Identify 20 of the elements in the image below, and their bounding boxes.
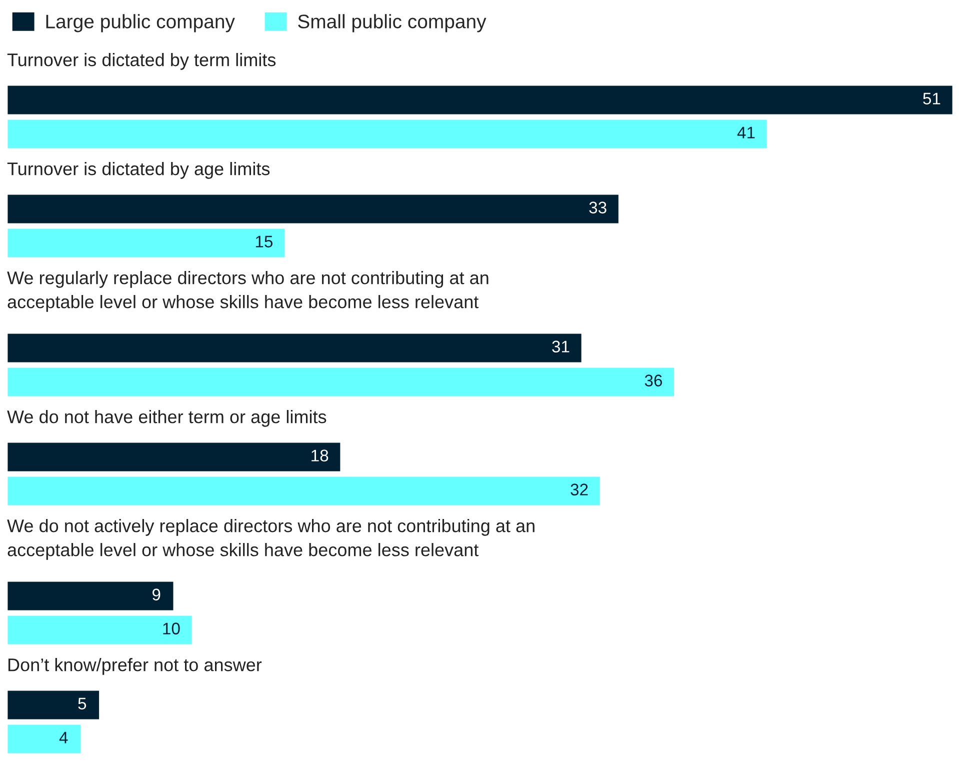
data-label: 31 [552, 340, 570, 352]
data-label: 33 [589, 202, 606, 214]
y-tick-label: Turnover is dictated by term limits [7, 53, 276, 70]
y-tick-label: We do not actively replace directors who are not contributing at an acceptable level or whose skills have become less relevant [7, 519, 534, 560]
data-label: 36 [644, 374, 662, 386]
legend-label: Large public company [46, 14, 235, 32]
data-label: 10 [163, 622, 180, 634]
legend-label: Small public company [298, 14, 486, 32]
y-tick-label: Don’t know/prefer not to answer [8, 658, 262, 675]
y-tick-label: We regularly replace directors who are not contributing at an acceptable level or whose skills have become less relevant [7, 271, 488, 312]
data-label: 15 [256, 236, 273, 248]
data-label: 41 [737, 126, 755, 138]
data-label: 51 [923, 92, 940, 104]
data-label: 32 [570, 484, 588, 496]
data-label: 9 [152, 588, 160, 600]
data-label: 5 [78, 698, 86, 710]
y-tick-label: Turnover is dictated by age limits [7, 162, 270, 179]
data-label: 18 [312, 450, 328, 462]
y-tick-label: We do not have either term or age limits [7, 410, 326, 427]
data-label: 4 [59, 732, 68, 744]
